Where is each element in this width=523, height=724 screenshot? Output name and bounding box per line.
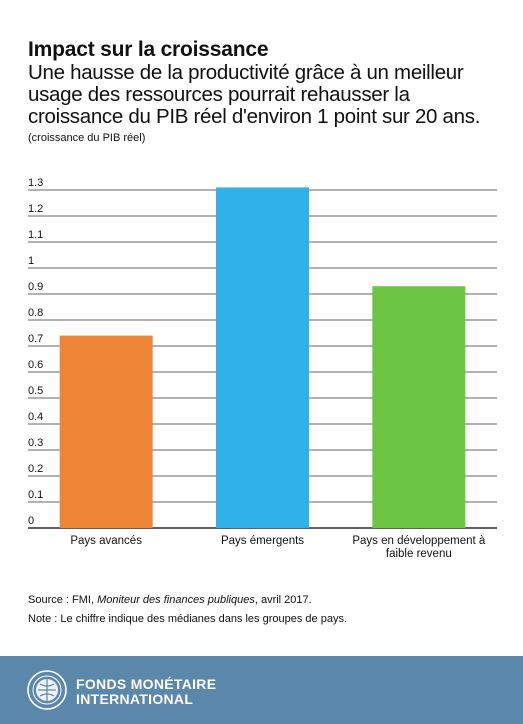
y-tick-label: 1.3 bbox=[28, 177, 43, 189]
bar bbox=[216, 187, 309, 528]
y-tick-label: 0.9 bbox=[28, 281, 43, 293]
bar bbox=[59, 335, 153, 528]
y-tick-label: 0.2 bbox=[28, 463, 43, 475]
y-tick-label: 0.1 bbox=[28, 489, 43, 501]
y-tick-label: 0.8 bbox=[28, 307, 43, 319]
imf-seal-icon bbox=[27, 670, 67, 710]
y-tick-label: 0.7 bbox=[28, 333, 43, 345]
y-tick-label: 1.1 bbox=[28, 229, 43, 241]
footnote: Note : Le chiffre indique des médianes d… bbox=[28, 613, 347, 625]
x-tick-label: Pays émergents bbox=[221, 535, 304, 547]
footer-bar: FONDS MONÉTAIRE INTERNATIONAL bbox=[0, 656, 523, 724]
bar bbox=[372, 286, 466, 528]
y-tick-label: 0.6 bbox=[28, 359, 43, 371]
y-tick-label: 0.4 bbox=[28, 411, 43, 423]
y-tick-label: 0.3 bbox=[28, 437, 43, 449]
chart-subtitle: Une hausse de la productivité grâce à un… bbox=[28, 61, 481, 128]
imf-brand: FONDS MONÉTAIRE INTERNATIONAL bbox=[76, 676, 217, 707]
x-tick-label: Pays en développement à bbox=[352, 535, 486, 547]
bar-chart: 0 0.1 0.2 0.3 0.4 0.5 0.6 0.7 0.8 0.9 1 1.1 1.2 1.3 Pa… bbox=[28, 177, 497, 560]
unit-label: (croissance du PIB réel) bbox=[28, 132, 146, 144]
x-tick-label: faible revenu bbox=[386, 548, 452, 560]
x-tick-label: Pays avancés bbox=[70, 535, 142, 547]
chart-title: Impact sur la croissance bbox=[28, 38, 269, 61]
y-tick-label: 1.2 bbox=[28, 203, 43, 215]
y-tick-label: 1 bbox=[28, 255, 34, 267]
y-tick-label: 0 bbox=[28, 515, 34, 527]
y-tick-label: 0.5 bbox=[28, 385, 43, 397]
source-note: Source : FMI, Moniteur des finances publ… bbox=[28, 594, 312, 606]
source-publication: Moniteur des finances publiques bbox=[97, 594, 255, 606]
